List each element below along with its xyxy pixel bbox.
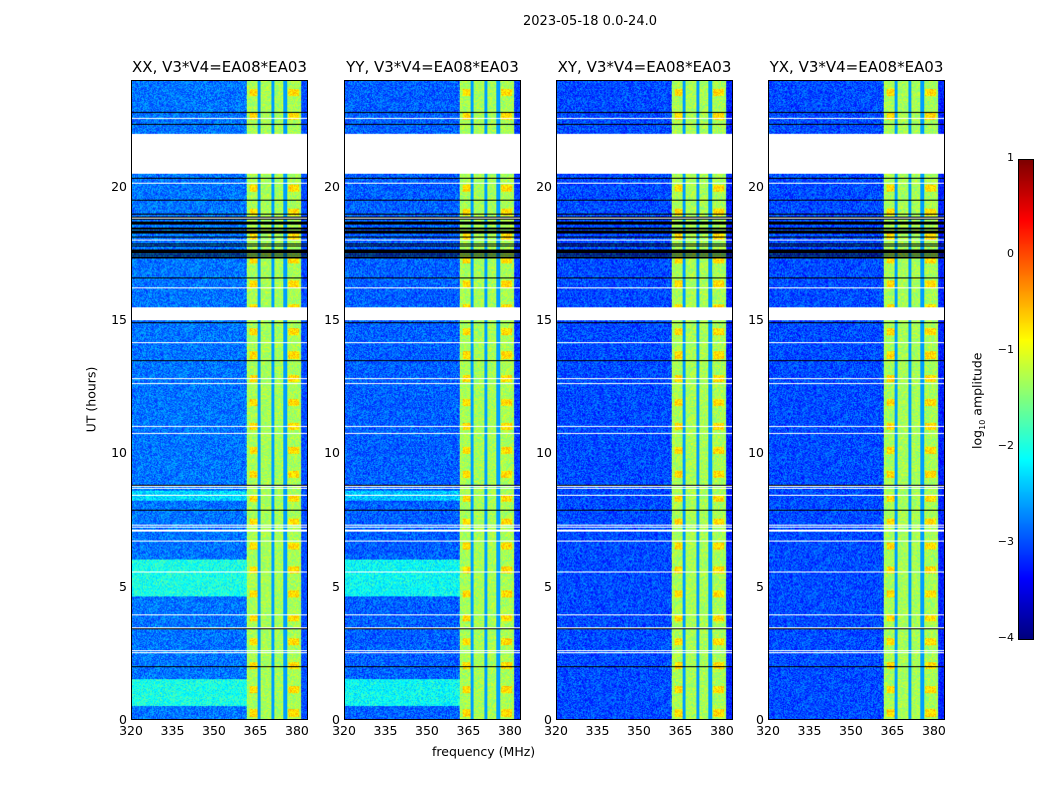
heatmap-cells — [769, 81, 944, 719]
waterfall-panel-2 — [556, 80, 733, 720]
panel-title: XY, V3*V4=EA08*EA03 — [557, 58, 732, 76]
x-tick-label: 365 — [243, 723, 268, 738]
y-tick-label: 15 — [324, 312, 340, 327]
x-tick-label: 320 — [332, 723, 356, 738]
waterfall-panel-3 — [768, 80, 945, 720]
y-tick-label: 0 — [332, 712, 340, 727]
y-tick-label: 15 — [748, 312, 764, 327]
colorbar-tick-label: −2 — [997, 439, 1014, 452]
x-tick-label: 350 — [839, 723, 863, 738]
x-tick-label: 380 — [285, 723, 309, 738]
x-tick-label: 380 — [498, 723, 522, 738]
waterfall-panel-0 — [131, 80, 308, 720]
colorbar-tick-label: −3 — [997, 535, 1014, 548]
y-tick-label: 0 — [119, 712, 127, 727]
colorbar-tick-label: 0 — [1007, 247, 1014, 260]
heatmap-cells — [345, 81, 520, 719]
colorbar-label-sub: 10 — [977, 419, 987, 430]
y-tick-label: 20 — [324, 178, 340, 194]
y-tick-label: 15 — [536, 312, 552, 327]
y-tick-label: 0 — [544, 712, 552, 727]
x-axis-label: frequency (MHz) — [432, 744, 536, 759]
figure-title: 2023-05-18 0.0-24.0 — [523, 14, 657, 29]
x-tick-label: 365 — [880, 723, 905, 738]
colorbar-tick-label: 1 — [1007, 151, 1014, 164]
x-tick-label: 365 — [668, 723, 693, 738]
y-axis-label: UT (hours) — [83, 366, 99, 433]
y-tick-label: 5 — [332, 578, 340, 594]
x-tick-label: 335 — [373, 723, 398, 738]
y-tick-label: 20 — [748, 178, 764, 194]
y-tick-label: 10 — [536, 445, 552, 461]
colorbar — [1018, 159, 1034, 640]
panel-title: YX, V3*V4=EA08*EA03 — [769, 58, 944, 76]
y-tick-label: 5 — [119, 578, 127, 594]
y-tick-label: 10 — [748, 445, 764, 461]
y-tick-label: 20 — [536, 178, 552, 194]
x-tick-label: 350 — [415, 723, 439, 738]
waterfall-panel-1 — [344, 80, 521, 720]
x-tick-label: 320 — [119, 723, 143, 738]
x-tick-label: 365 — [456, 723, 481, 738]
y-tick-label: 15 — [111, 312, 127, 327]
colorbar-tick-label: −1 — [997, 343, 1014, 356]
y-tick-label: 0 — [756, 712, 764, 727]
x-tick-label: 335 — [160, 723, 185, 738]
x-tick-label: 350 — [627, 723, 651, 738]
x-tick-label: 335 — [585, 723, 610, 738]
colorbar-label: log10 amplitude — [969, 353, 987, 449]
panel-title: XX, V3*V4=EA08*EA03 — [132, 58, 307, 76]
y-tick-label: 10 — [324, 445, 340, 461]
heatmap-cells — [557, 81, 732, 719]
x-tick-label: 380 — [922, 723, 946, 738]
y-tick-label: 20 — [111, 178, 127, 194]
panel-title: YY, V3*V4=EA08*EA03 — [346, 58, 519, 76]
x-tick-label: 380 — [710, 723, 734, 738]
heatmap-cells — [132, 81, 307, 719]
colorbar-label-suffix: amplitude — [969, 352, 985, 420]
y-tick-label: 5 — [756, 578, 764, 594]
y-tick-label: 10 — [111, 445, 127, 461]
colorbar-label-prefix: log — [969, 429, 985, 449]
x-tick-label: 320 — [544, 723, 568, 738]
y-tick-label: 5 — [544, 578, 552, 594]
x-tick-label: 320 — [756, 723, 780, 738]
colorbar-tick-label: −4 — [997, 631, 1014, 644]
x-tick-label: 335 — [797, 723, 822, 738]
x-tick-label: 350 — [202, 723, 226, 738]
